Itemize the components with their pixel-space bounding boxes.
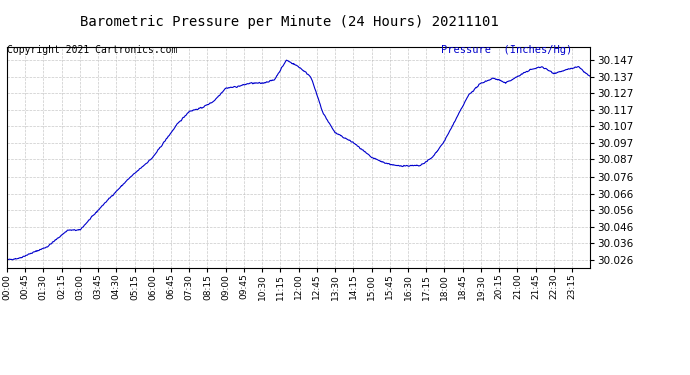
Text: Copyright 2021 Cartronics.com: Copyright 2021 Cartronics.com <box>7 45 177 55</box>
Text: Pressure  (Inches/Hg): Pressure (Inches/Hg) <box>442 45 573 55</box>
Text: Barometric Pressure per Minute (24 Hours) 20211101: Barometric Pressure per Minute (24 Hours… <box>81 15 499 29</box>
